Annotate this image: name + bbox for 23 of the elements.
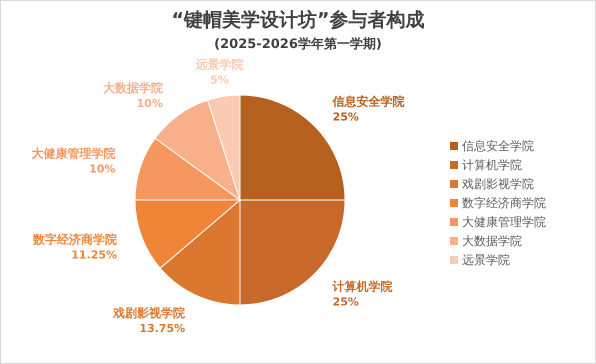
legend-label: 远景学院: [462, 253, 510, 267]
slice-label: 远景学院: [194, 58, 244, 72]
legend-label: 计算机学院: [462, 158, 522, 172]
chart-title: “键帽美学设计坊”参与者构成: [172, 9, 424, 31]
legend-label: 数字经济商学院: [462, 196, 546, 210]
data-label: 25%: [332, 110, 359, 124]
data-label: 10%: [136, 97, 163, 110]
chart-subtitle: (2025-2026学年第一学期): [214, 37, 382, 52]
legend-label: 大数据学院: [462, 234, 522, 248]
data-label: 13.75%: [139, 322, 186, 335]
data-label: 25%: [332, 296, 359, 309]
slice-label: 大数据学院: [103, 81, 163, 96]
legend-label: 大健康管理学院: [462, 215, 546, 229]
slice-label: 信息安全学院: [332, 94, 405, 108]
data-label: 11.25%: [71, 248, 118, 262]
slice-label: 大健康管理学院: [31, 146, 116, 161]
slice-label: 计算机学院: [332, 280, 393, 294]
slice-label: 戏剧影视学院: [112, 306, 186, 320]
legend-label: 戏剧影视学院: [462, 177, 534, 191]
slice-label: 数字经济商学院: [32, 232, 118, 246]
legend-label: 信息安全学院: [462, 139, 534, 153]
data-label: 10%: [89, 162, 116, 176]
data-label: 5%: [210, 74, 229, 87]
